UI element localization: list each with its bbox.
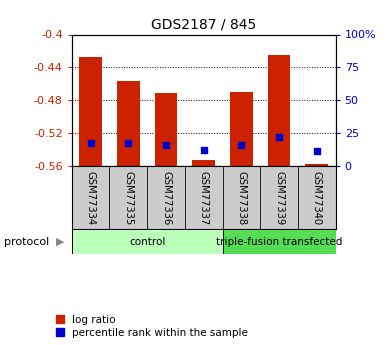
Bar: [305, 164, 328, 166]
Text: ▶: ▶: [56, 237, 65, 247]
Text: triple-fusion transfected: triple-fusion transfected: [216, 237, 342, 247]
Bar: [155, 93, 177, 166]
Title: GDS2187 / 845: GDS2187 / 845: [151, 18, 256, 32]
Bar: [117, 81, 140, 166]
Bar: [72, 229, 223, 254]
Text: GSM77338: GSM77338: [236, 171, 246, 225]
Text: protocol: protocol: [4, 237, 49, 247]
Bar: [268, 55, 290, 166]
Text: GSM77334: GSM77334: [86, 171, 95, 225]
Bar: [223, 229, 336, 254]
Text: GSM77340: GSM77340: [312, 171, 322, 225]
Text: control: control: [129, 237, 165, 247]
Bar: [192, 160, 215, 166]
Legend: log ratio, percentile rank within the sample: log ratio, percentile rank within the sa…: [55, 315, 248, 338]
Bar: [79, 57, 102, 166]
Bar: [230, 92, 253, 166]
Text: GSM77335: GSM77335: [123, 171, 133, 225]
Text: GSM77336: GSM77336: [161, 171, 171, 225]
Text: GSM77339: GSM77339: [274, 171, 284, 225]
Text: GSM77337: GSM77337: [199, 171, 209, 225]
